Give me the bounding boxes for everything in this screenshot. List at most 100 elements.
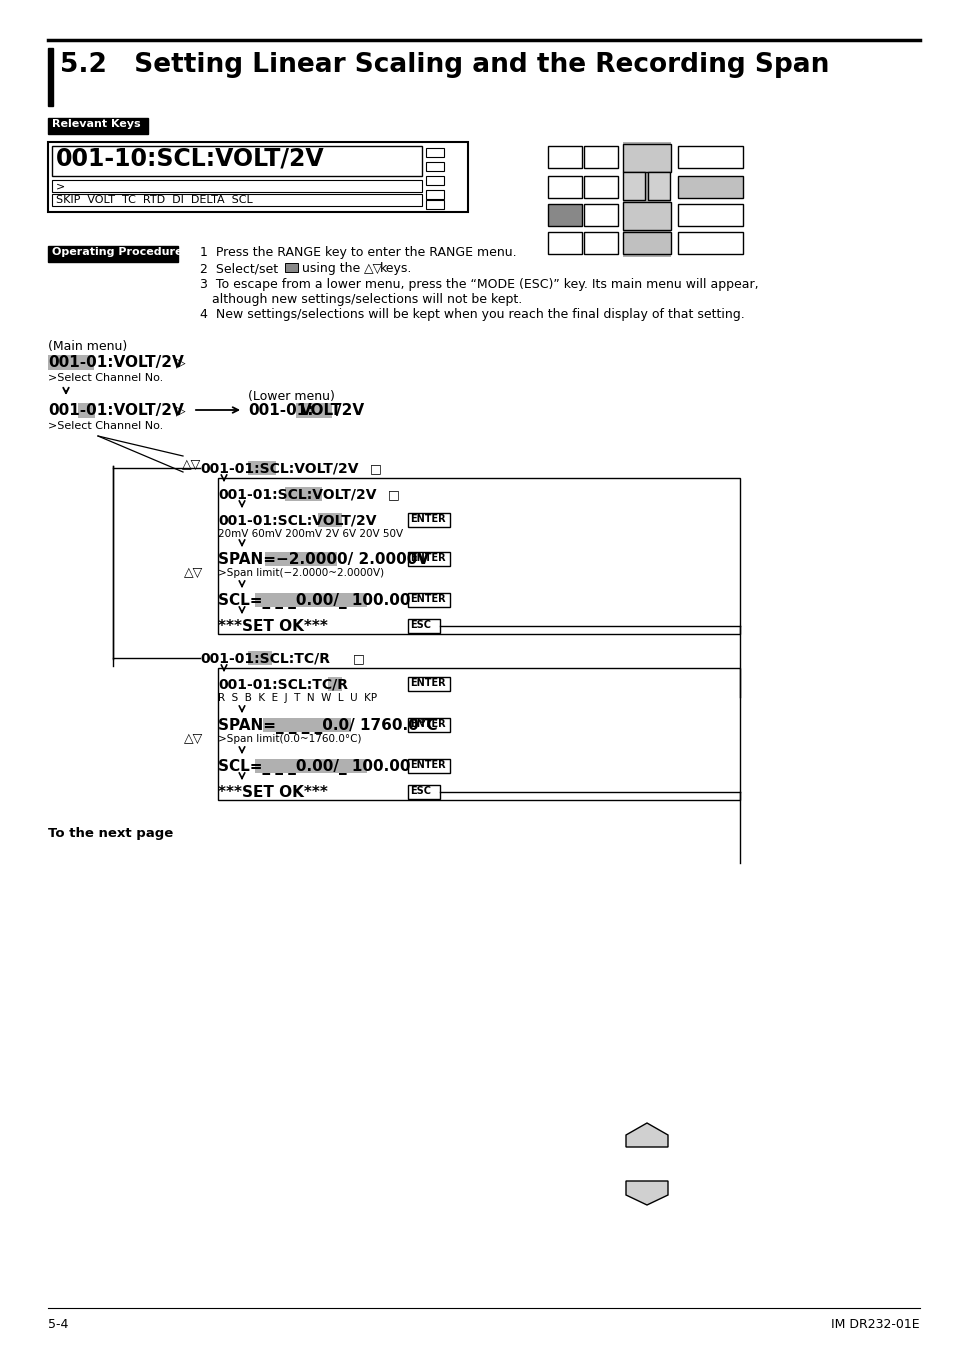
Bar	[678, 146, 742, 168]
Text: □: □	[370, 462, 381, 476]
Polygon shape	[625, 1181, 667, 1205]
Bar	[547, 204, 581, 226]
Text: 2  Select/set: 2 Select/set	[200, 262, 278, 276]
Bar	[285, 263, 297, 272]
Text: using the: using the	[302, 262, 360, 276]
Bar	[317, 513, 341, 527]
Bar	[408, 677, 450, 690]
Text: □: □	[353, 653, 364, 665]
Bar	[408, 785, 439, 798]
Text: ***SET OK***: ***SET OK***	[218, 619, 328, 634]
Text: 001-01:SCL:VOLT/2V: 001-01:SCL:VOLT/2V	[200, 461, 358, 476]
Text: 5.2   Setting Linear Scaling and the Recording Span: 5.2 Setting Linear Scaling and the Recor…	[60, 51, 828, 78]
Bar	[426, 200, 443, 209]
Bar	[408, 553, 450, 566]
Text: △▽: △▽	[182, 458, 201, 471]
Text: SPAN=_ _ _ _0.0/ 1760.0°C: SPAN=_ _ _ _0.0/ 1760.0°C	[218, 717, 437, 734]
Bar	[48, 246, 178, 262]
Bar	[426, 190, 443, 199]
Text: SKIP  VOLT  TC  RTD  DI  DELTA  SCL: SKIP VOLT TC RTD DI DELTA SCL	[56, 195, 253, 205]
Text: 001-01:SCL:VOLT/2V: 001-01:SCL:VOLT/2V	[218, 486, 376, 501]
Text: 001-01:SCL:TC/R: 001-01:SCL:TC/R	[200, 651, 330, 665]
Bar	[583, 146, 618, 168]
Bar	[583, 176, 618, 199]
Bar	[547, 146, 581, 168]
Text: 001-01:: 001-01:	[248, 403, 314, 417]
Bar	[647, 172, 669, 200]
Bar	[408, 759, 450, 773]
Bar	[295, 403, 332, 417]
Text: SCL=_ _ _0.00/_ 100.00: SCL=_ _ _0.00/_ 100.00	[218, 593, 410, 609]
Bar	[426, 176, 443, 185]
Text: SPAN=−2.0000/ 2.0000V: SPAN=−2.0000/ 2.0000V	[218, 553, 429, 567]
Text: although new settings/selections will not be kept.: although new settings/selections will no…	[212, 293, 521, 305]
Text: Relevant Keys: Relevant Keys	[52, 119, 140, 128]
Bar	[48, 355, 94, 370]
Bar	[254, 593, 367, 607]
Text: >Select Channel No.: >Select Channel No.	[48, 422, 163, 431]
Text: 001-01:SCL:TC/R: 001-01:SCL:TC/R	[218, 677, 348, 690]
Text: ENTER: ENTER	[410, 513, 445, 524]
Bar	[583, 204, 618, 226]
Text: >Span limit(0.0~1760.0°C): >Span limit(0.0~1760.0°C)	[218, 734, 361, 744]
Text: 1  Press the RANGE key to enter the RANGE menu.: 1 Press the RANGE key to enter the RANGE…	[200, 246, 517, 259]
Text: SCL=_ _ _0.00/_ 100.00: SCL=_ _ _0.00/_ 100.00	[218, 759, 410, 775]
Bar	[254, 759, 367, 773]
Text: ENTER: ENTER	[410, 553, 445, 563]
Bar	[265, 553, 336, 566]
Bar	[48, 49, 53, 105]
Bar	[622, 142, 670, 257]
Text: >Select Channel No.: >Select Channel No.	[48, 373, 163, 382]
Bar	[328, 677, 341, 690]
Bar	[583, 232, 618, 254]
Bar	[248, 651, 272, 665]
Text: ENTER: ENTER	[410, 761, 445, 770]
Bar	[547, 176, 581, 199]
Bar	[48, 142, 468, 212]
Bar	[622, 203, 670, 230]
Text: /2V: /2V	[335, 403, 364, 417]
Text: 001-01:VOLT/2V: 001-01:VOLT/2V	[48, 403, 184, 417]
Text: ENTER: ENTER	[410, 594, 445, 604]
Polygon shape	[625, 1123, 667, 1147]
Text: ***SET OK***: ***SET OK***	[218, 785, 328, 800]
Text: 001-01:VOLT/2V: 001-01:VOLT/2V	[48, 355, 184, 370]
Bar	[408, 513, 450, 527]
Text: keys.: keys.	[379, 262, 412, 276]
Bar	[285, 486, 322, 501]
Bar	[547, 232, 581, 254]
Bar	[408, 717, 450, 732]
Text: ▷: ▷	[175, 357, 186, 369]
Text: ENTER: ENTER	[410, 678, 445, 688]
Bar	[52, 195, 421, 205]
Text: ENTER: ENTER	[410, 719, 445, 730]
Bar	[408, 619, 439, 634]
Bar	[248, 461, 275, 476]
Text: ▷: ▷	[175, 404, 186, 417]
Bar	[426, 162, 443, 172]
Text: To the next page: To the next page	[48, 827, 173, 840]
Text: IM DR232-01E: IM DR232-01E	[830, 1319, 919, 1331]
Text: >Span limit(−2.0000~2.0000V): >Span limit(−2.0000~2.0000V)	[218, 567, 384, 578]
Bar	[678, 176, 742, 199]
Bar	[426, 149, 443, 157]
Text: 5-4: 5-4	[48, 1319, 69, 1331]
Bar	[218, 478, 740, 634]
Bar	[622, 172, 644, 200]
Text: 001-01:SCL:VOLT/2V: 001-01:SCL:VOLT/2V	[218, 513, 376, 527]
Bar	[52, 180, 421, 192]
Text: 4  New settings/selections will be kept when you reach the final display of that: 4 New settings/selections will be kept w…	[200, 308, 744, 322]
Text: 3  To escape from a lower menu, press the “MODE (ESC)” key. Its main menu will a: 3 To escape from a lower menu, press the…	[200, 278, 758, 290]
Bar	[678, 204, 742, 226]
Text: □: □	[388, 488, 399, 501]
Text: 001-10:SCL:VOLT/2V: 001-10:SCL:VOLT/2V	[56, 147, 324, 172]
Bar	[78, 403, 95, 417]
Bar	[52, 146, 421, 176]
Text: R  S  B  K  E  J  T  N  W  L  U  KP: R S B K E J T N W L U KP	[218, 693, 376, 703]
Text: VOLT: VOLT	[299, 403, 342, 417]
Text: (Main menu): (Main menu)	[48, 340, 127, 353]
Text: ESC: ESC	[410, 620, 431, 630]
Bar	[622, 232, 670, 254]
Text: 20mV 60mV 200mV 2V 6V 20V 50V: 20mV 60mV 200mV 2V 6V 20V 50V	[218, 530, 403, 539]
Text: △▽: △▽	[364, 262, 383, 276]
